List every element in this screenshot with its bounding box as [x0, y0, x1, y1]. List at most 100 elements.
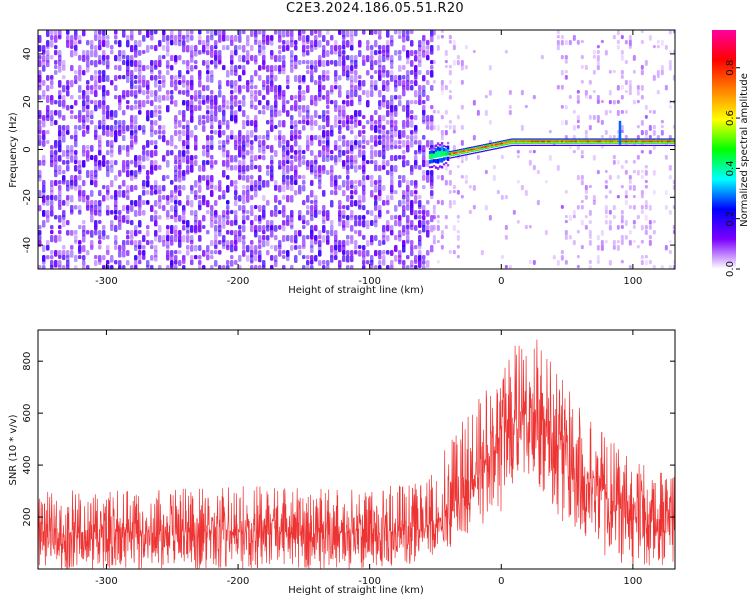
- noise-cell: [330, 60, 334, 65]
- signal-cell: [578, 138, 582, 140]
- sparse-cell: [576, 100, 580, 104]
- noise-cell: [78, 210, 82, 215]
- noise-cell: [98, 260, 102, 265]
- noise-cell: [382, 235, 386, 241]
- noise-cell: [426, 50, 430, 56]
- noise-cell: [94, 160, 98, 167]
- signal-cell: [502, 141, 506, 143]
- noise-cell: [246, 130, 250, 137]
- sparse-cell: [584, 195, 588, 200]
- noise-cell: [170, 195, 174, 203]
- sparse-cell: [672, 125, 675, 129]
- noise-cell: [278, 165, 282, 170]
- noise-cell: [186, 200, 190, 206]
- noise-cell: [122, 30, 126, 38]
- noise-cell: [142, 185, 146, 190]
- signal-cell: [534, 139, 538, 141]
- noise-cell: [158, 265, 162, 269]
- noise-cell: [242, 125, 246, 130]
- signal-cell: [608, 144, 612, 147]
- sparse-cell: [664, 85, 668, 91]
- sparse-cell: [516, 150, 520, 154]
- noise-cell: [410, 240, 414, 246]
- noise-cell: [130, 35, 134, 41]
- sparse-cell: [560, 105, 564, 109]
- signal-cell: [654, 140, 658, 143]
- signal-cell: [552, 142, 556, 144]
- noise-cell: [74, 45, 78, 52]
- noise-cell: [346, 205, 350, 211]
- colorbar-tick-label: 0.2: [725, 211, 736, 227]
- signal-cell: [554, 139, 558, 141]
- sparse-cell: [452, 130, 456, 134]
- noise-cell: [62, 150, 66, 157]
- noise-cell: [322, 225, 326, 233]
- sparse-cell: [528, 160, 532, 166]
- noise-cell: [410, 140, 414, 148]
- signal-cell: [482, 146, 486, 149]
- noise-cell: [298, 110, 302, 118]
- signal-cell: [532, 142, 536, 144]
- noise-cell: [54, 260, 58, 268]
- noise-cell: [182, 80, 186, 88]
- sparse-cell: [588, 260, 592, 264]
- signal-cell: [560, 144, 564, 147]
- sparse-cell: [620, 55, 624, 61]
- noise-cell: [350, 30, 354, 37]
- signal-cell: [642, 139, 646, 141]
- noise-cell: [414, 130, 418, 135]
- noise-cell: [342, 180, 346, 188]
- noise-cell: [122, 240, 126, 247]
- x-tick-label: -200: [227, 576, 250, 587]
- noise-cell: [234, 200, 238, 207]
- noise-cell: [50, 85, 54, 90]
- noise-cell: [126, 60, 130, 67]
- noise-cell: [318, 180, 322, 186]
- signal-cell: [502, 144, 506, 146]
- noise-cell: [146, 175, 150, 181]
- signal-cell: [538, 139, 542, 141]
- noise-cell: [102, 105, 106, 111]
- sparse-cell: [492, 175, 496, 181]
- noise-cell: [198, 80, 202, 88]
- noise-cell: [250, 140, 254, 145]
- noise-cell: [362, 125, 366, 130]
- noise-cell: [74, 100, 78, 106]
- noise-cell: [234, 185, 238, 191]
- noise-cell: [166, 45, 170, 52]
- noise-cell: [238, 205, 242, 211]
- sparse-cell: [440, 230, 444, 236]
- noise-cell: [142, 125, 146, 133]
- noise-cell: [202, 265, 206, 269]
- noise-cell: [234, 85, 238, 93]
- noise-cell: [78, 255, 82, 260]
- noise-cell: [266, 200, 270, 206]
- noise-cell: [154, 150, 158, 157]
- noise-cell: [38, 85, 42, 91]
- noise-cell: [154, 215, 158, 221]
- signal-cell: [444, 156, 448, 160]
- noise-cell: [262, 140, 266, 146]
- signal-cell: [544, 144, 548, 147]
- noise-cell: [278, 65, 282, 72]
- noise-cell: [230, 165, 234, 171]
- noise-cell: [206, 250, 210, 257]
- noise-cell: [70, 50, 74, 58]
- noise-cell: [194, 225, 198, 233]
- signal-cell: [610, 138, 614, 140]
- noise-cell: [174, 235, 178, 243]
- signal-cell: [636, 142, 640, 144]
- noise-cell: [214, 260, 218, 267]
- noise-cell: [282, 265, 286, 269]
- sparse-cell: [640, 85, 644, 91]
- sparse-cell: [568, 235, 572, 240]
- noise-cell: [82, 150, 86, 157]
- noise-cell: [342, 50, 346, 55]
- noise-cell: [430, 245, 434, 253]
- noise-cell: [426, 260, 430, 268]
- signal-cell: [584, 140, 588, 143]
- noise-cell: [318, 95, 322, 102]
- noise-cell: [70, 40, 74, 46]
- noise-cell: [230, 210, 234, 215]
- sparse-cell: [440, 175, 444, 181]
